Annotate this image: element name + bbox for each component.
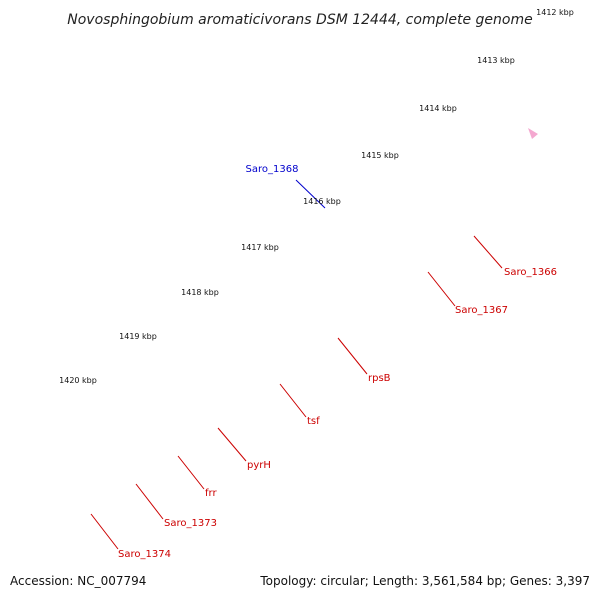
gene-label: Saro_1374 — [118, 549, 171, 560]
label-leader-lines-group — [90, 179, 503, 550]
kbp-label: 1417 kbp — [241, 243, 279, 252]
kbp-label: 1419 kbp — [119, 332, 157, 341]
feature-blocks-group — [528, 128, 538, 139]
label-leader-line — [337, 337, 368, 375]
kbp-labels-group: 1412 kbp 1413 kbp 1414 kbp 1415 kbp 1416 kbp… — [59, 8, 574, 385]
kbp-label: 1414 kbp — [419, 104, 457, 113]
kbp-label: 1418 kbp — [181, 288, 219, 297]
gene-label: Saro_1367 — [455, 305, 508, 316]
kbp-label: 1413 kbp — [477, 56, 515, 65]
gene-label: Saro_1368 — [246, 164, 299, 175]
accession-label: Accession: NC_007794 — [10, 574, 147, 588]
gene-label: rpsB — [368, 373, 391, 384]
label-leader-line — [427, 271, 456, 307]
pink-feature-marker — [528, 128, 538, 139]
genome-summary-label: Topology: circular; Length: 3,561,584 bp… — [260, 574, 590, 588]
gene-labels-group: Saro_1368 Saro_1366 Saro_1367 rpsB tsf pyrH fr… — [118, 164, 557, 560]
label-leader-line — [295, 179, 326, 209]
kbp-label: 1416 kbp — [303, 197, 341, 206]
gene-label: Saro_1373 — [164, 518, 217, 529]
kbp-label: 1412 kbp — [536, 8, 574, 17]
gene-label: tsf — [307, 416, 320, 427]
gene-label: pyrH — [247, 460, 271, 471]
gene-label: frr — [205, 488, 217, 499]
map-title: Novosphingobium aromaticivorans DSM 1244… — [67, 12, 532, 28]
kbp-label: 1420 kbp — [59, 376, 97, 385]
label-leader-line — [135, 483, 164, 520]
kbp-label: 1415 kbp — [361, 151, 399, 160]
label-leader-line — [279, 383, 307, 418]
label-leader-line — [217, 427, 247, 462]
label-leader-line — [473, 235, 503, 269]
label-leader-line — [177, 455, 205, 490]
label-leader-line — [90, 513, 119, 550]
gene-label: Saro_1366 — [504, 267, 557, 278]
